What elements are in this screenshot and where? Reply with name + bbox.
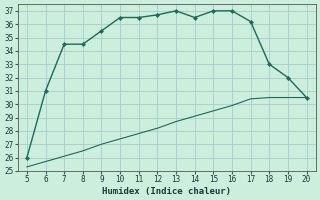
X-axis label: Humidex (Indice chaleur): Humidex (Indice chaleur) [102, 187, 231, 196]
